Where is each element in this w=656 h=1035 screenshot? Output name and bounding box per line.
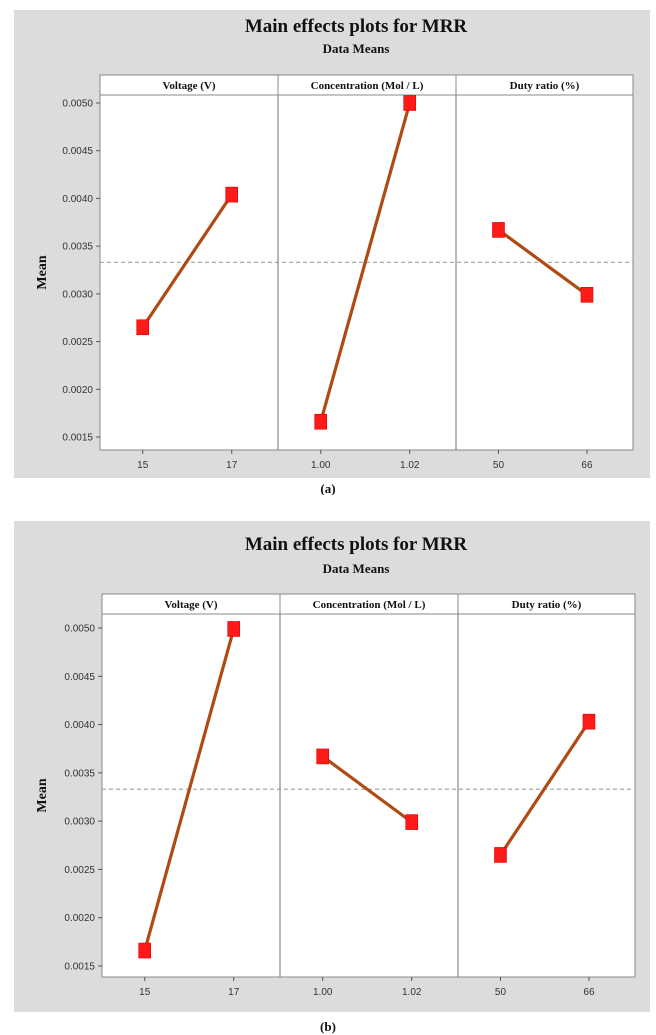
- y-tick-label: 0.0025: [62, 337, 93, 348]
- y-tick-label: 0.0030: [62, 289, 93, 300]
- y-tick-label: 0.0025: [64, 865, 95, 876]
- chart-title: Main effects plots for MRR: [245, 534, 468, 555]
- x-tick-label: 50: [493, 460, 505, 471]
- main-effects-chart-a: Main effects plots for MRR Data Means 0.00…: [14, 10, 650, 495]
- y-tick-label: 0.0020: [62, 385, 93, 396]
- x-tick-label: 66: [583, 987, 595, 998]
- panel-header-label: Voltage (V): [164, 599, 217, 611]
- x-tick-label: 1.02: [402, 987, 422, 998]
- panel-header: [457, 593, 636, 615]
- effect-line: [499, 720, 591, 856]
- y-tick-label: 0.0045: [64, 672, 95, 683]
- panel-header-label: Duty ratio (%): [512, 599, 582, 611]
- data-point-marker: [492, 222, 505, 238]
- x-tick-label: 1.00: [313, 987, 333, 998]
- data-point-marker: [225, 186, 239, 203]
- y-axis-label: Mean: [35, 778, 50, 812]
- effect-line: [321, 755, 413, 824]
- y-tick-label: 0.0035: [64, 768, 95, 779]
- y-tick-label: 0.0015: [62, 433, 93, 444]
- panel-3: Duty ratio (%) 50 66: [457, 593, 636, 998]
- x-tick-label: 15: [137, 460, 149, 471]
- panel-2: Concentration (Mol / L) 1.00 1.02: [279, 593, 459, 998]
- effect-line: [319, 102, 412, 423]
- x-tick-label: 50: [495, 987, 507, 998]
- y-tick-label: 0.0035: [62, 242, 93, 253]
- panel-header-label: Voltage (V): [162, 80, 215, 92]
- panel-2: Concentration (Mol / L) 1.00 1.02: [277, 74, 457, 471]
- effect-line: [143, 628, 236, 951]
- panel-header: [455, 74, 634, 96]
- y-axis-label: Mean: [35, 255, 50, 289]
- data-point-marker: [403, 95, 417, 111]
- data-point-marker: [494, 847, 507, 863]
- x-tick-label: 15: [139, 987, 151, 998]
- y-tick-label: 0.0040: [64, 720, 95, 731]
- y-tick-label: 0.0050: [62, 99, 93, 110]
- panel-1: Voltage (V) 15 17: [101, 593, 281, 998]
- chart-subtitle: Data Means: [323, 41, 390, 56]
- plot-area: [101, 613, 636, 978]
- chart-title: Main effects plots for MRR: [245, 16, 468, 37]
- x-tick-label: 17: [226, 460, 238, 471]
- y-tick-label: 0.0045: [62, 146, 93, 157]
- data-point-marker: [136, 319, 150, 336]
- figure-caption: (a): [320, 481, 335, 495]
- y-tick-label: 0.0030: [64, 817, 95, 828]
- y-tick-label: 0.0040: [62, 194, 93, 205]
- y-tick-label: 0.0020: [64, 913, 95, 924]
- figure-a: Main effects plots for MRR Data Means 0.00…: [0, 0, 656, 495]
- data-point-marker: [138, 942, 152, 959]
- figure-b: Main effects plots for MRR Data Means 0.00…: [0, 517, 656, 1035]
- data-point-marker: [405, 814, 419, 830]
- data-point-marker: [582, 713, 596, 730]
- panel-header-label: Concentration (Mol / L): [313, 599, 426, 611]
- x-tick-label: 17: [228, 987, 240, 998]
- effect-line: [497, 228, 588, 297]
- plot-area: [99, 94, 634, 451]
- x-tick-label: 1.02: [400, 460, 420, 471]
- main-effects-chart-b: Main effects plots for MRR Data Means 0.00…: [14, 521, 650, 1034]
- chart-subtitle: Data Means: [323, 561, 390, 576]
- panel-1: Voltage (V) 15 17: [99, 74, 279, 471]
- panel-header-label: Duty ratio (%): [510, 80, 580, 92]
- data-point-marker: [316, 748, 330, 765]
- y-tick-label: 0.0015: [64, 962, 95, 973]
- panel-3: Duty ratio (%) 50 66: [455, 74, 634, 471]
- data-point-marker: [227, 621, 241, 637]
- x-tick-label: 1.00: [311, 460, 331, 471]
- data-point-marker: [580, 287, 594, 303]
- effect-line: [141, 193, 234, 329]
- data-point-marker: [314, 413, 328, 430]
- panel-header-label: Concentration (Mol / L): [311, 80, 424, 92]
- figure-caption: (b): [320, 1019, 336, 1034]
- y-tick-label: 0.0050: [64, 624, 95, 635]
- x-tick-label: 66: [581, 460, 593, 471]
